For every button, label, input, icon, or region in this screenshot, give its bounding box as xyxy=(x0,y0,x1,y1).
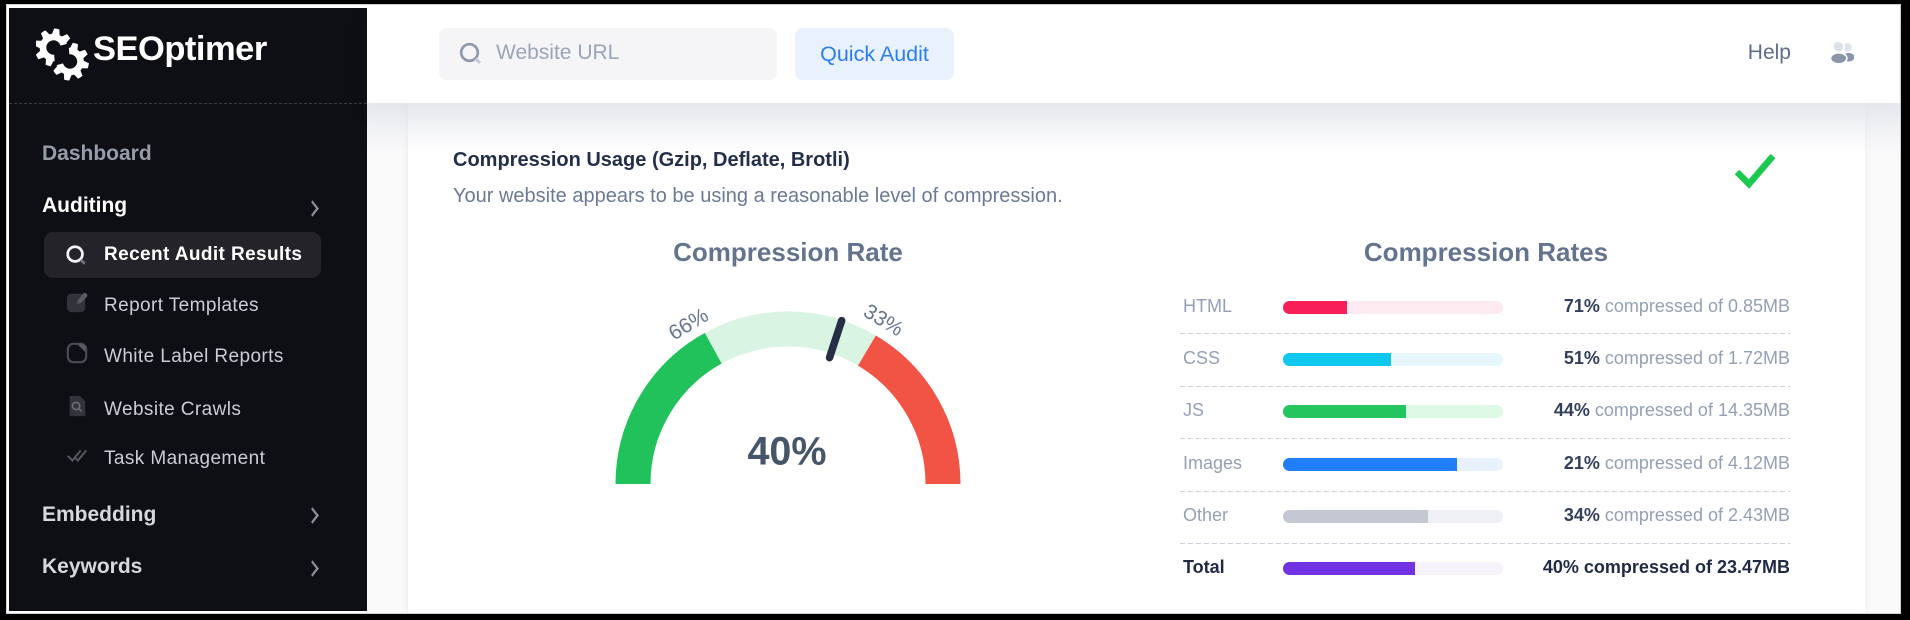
svg-text:40%: 40% xyxy=(747,430,826,474)
